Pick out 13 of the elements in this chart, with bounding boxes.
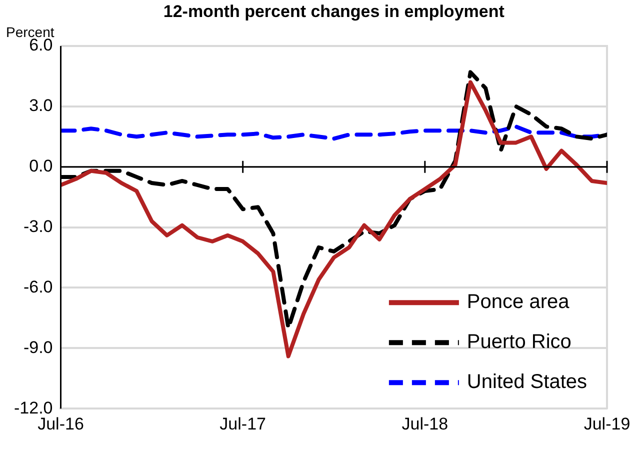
x-tick-label: Jul-17 — [220, 414, 266, 434]
legend-label: Ponce area — [466, 291, 570, 314]
y-tick-label: -6.0 — [23, 277, 53, 296]
legend-label: United States — [466, 371, 588, 394]
x-tick-label: Jul-19 — [584, 414, 630, 434]
legend-label: Puerto Rico — [466, 331, 572, 354]
y-axis-title: Percent — [6, 24, 54, 40]
y-tick-label: 3.0 — [29, 96, 53, 116]
x-tick-label: Jul-18 — [402, 414, 448, 434]
y-tick-label: 0.0 — [29, 156, 53, 176]
chart-title: 12-month percent changes in employment — [163, 2, 505, 22]
y-tick-label: -9.0 — [23, 338, 53, 357]
y-tick-label: -3.0 — [23, 216, 53, 236]
